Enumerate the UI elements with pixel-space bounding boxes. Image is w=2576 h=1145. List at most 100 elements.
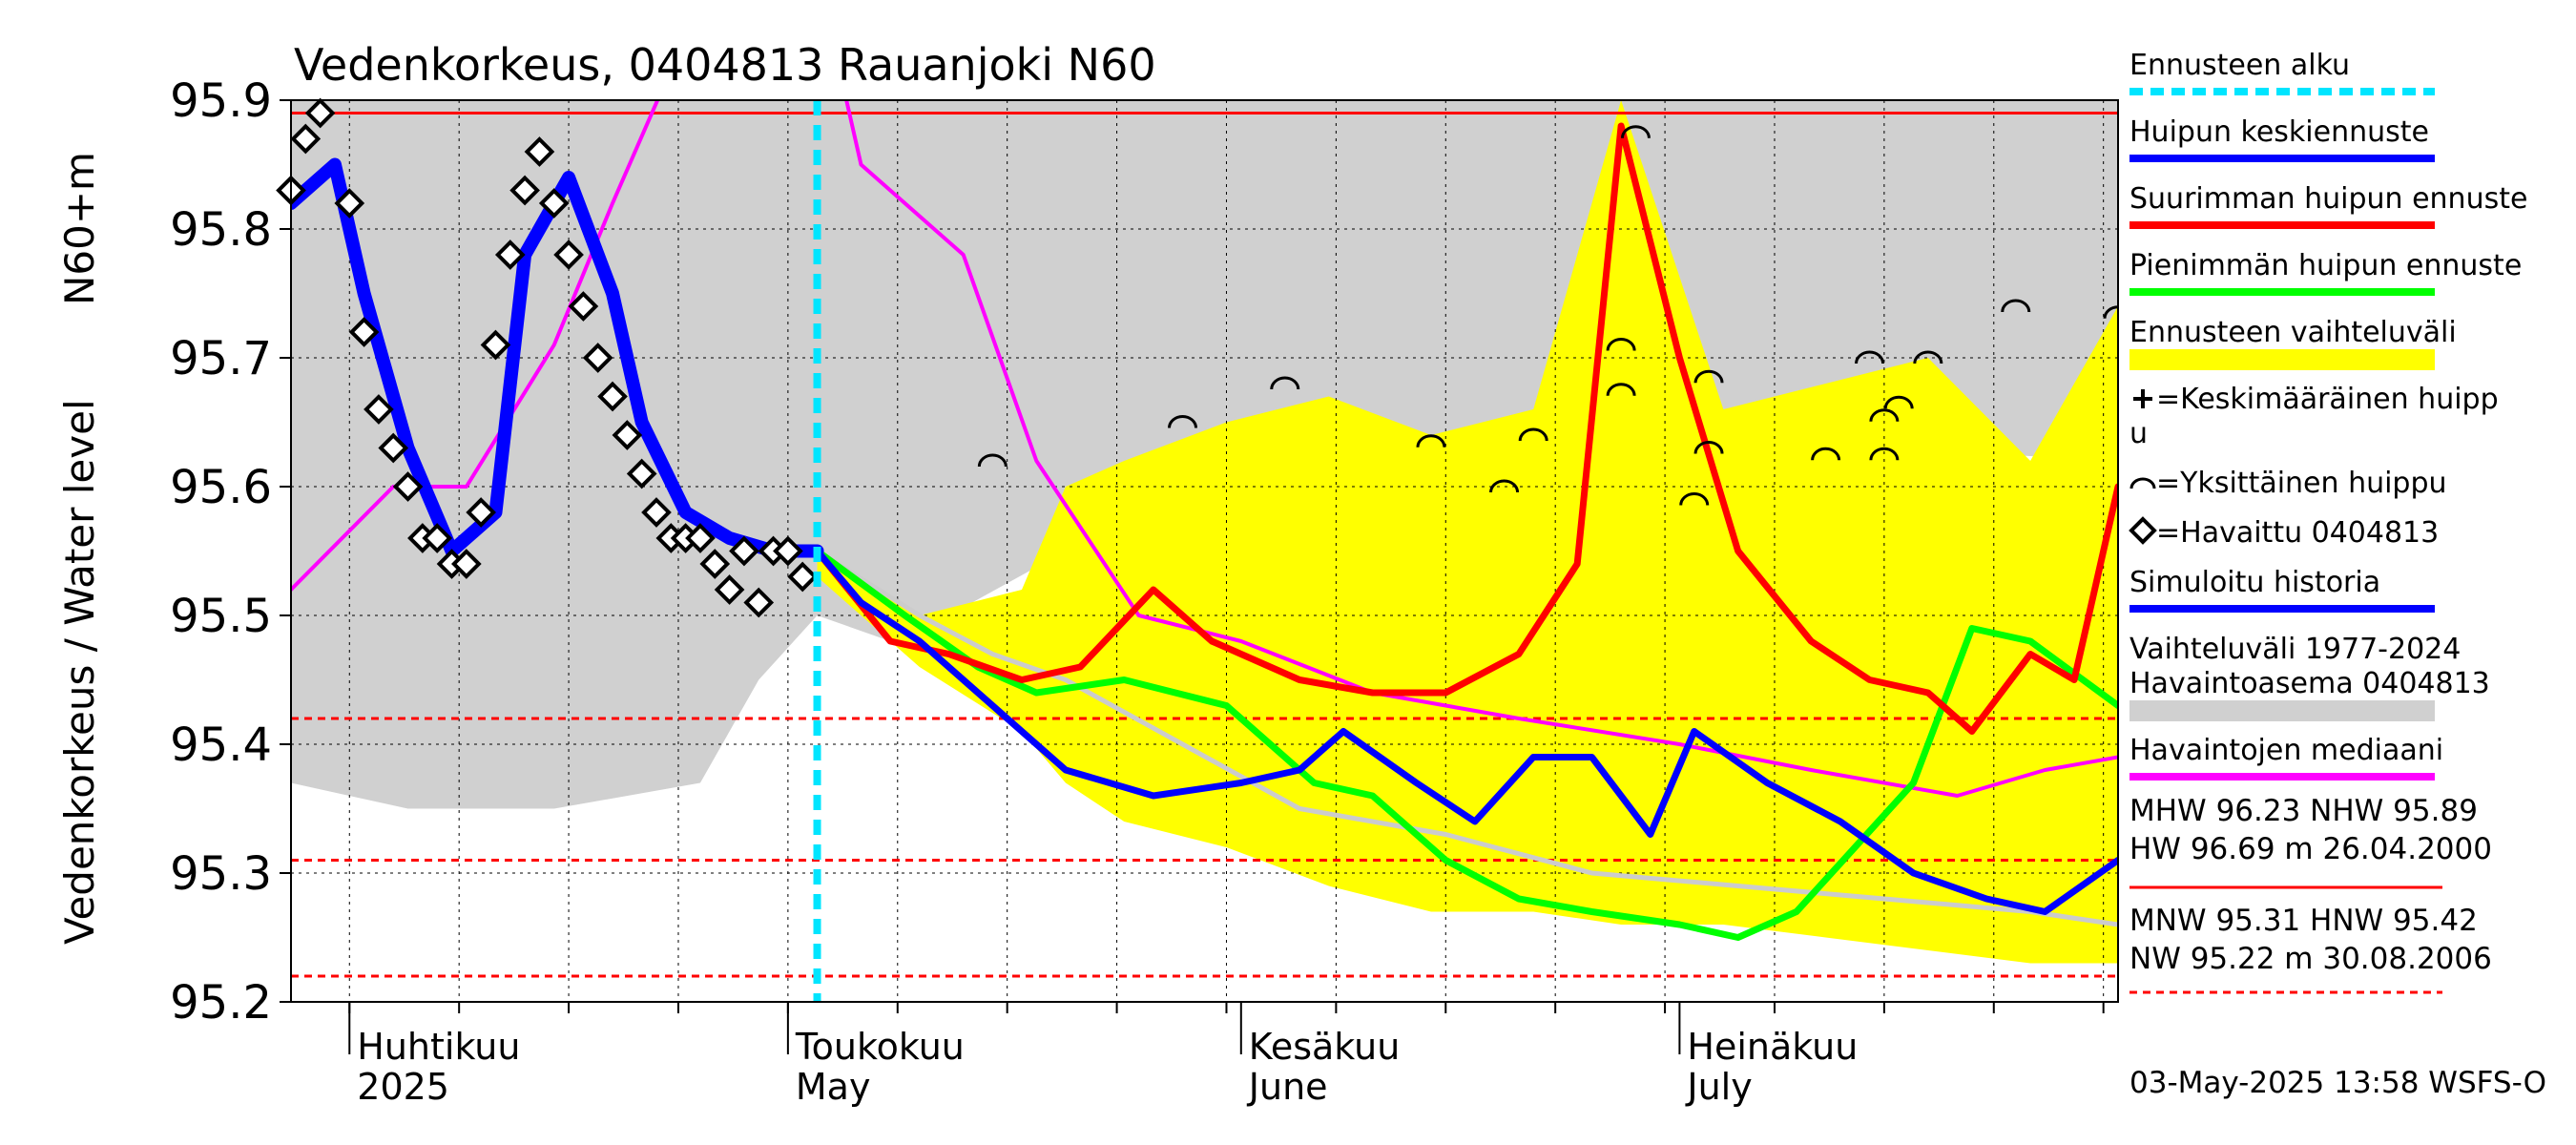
stats-line-1: MHW 96.23 NHW 95.89 — [2129, 794, 2478, 828]
single-peak-marker — [1606, 338, 1636, 351]
x-month-sublabel: July — [1685, 1066, 1752, 1108]
x-month-sublabel: May — [796, 1066, 871, 1108]
single-peak-marker — [1518, 427, 1548, 442]
single-peak-marker — [1883, 395, 1914, 409]
x-month-label: Heinäkuu — [1687, 1026, 1858, 1068]
series-line-2 — [814, 548, 2118, 941]
series-line-1 — [814, 122, 2118, 735]
stats-line-4: NW 95.22 m 30.08.2006 — [2129, 942, 2492, 976]
single-peak-marker — [1606, 383, 1636, 396]
observed-point — [787, 561, 819, 593]
y-tick-label: 95.8 — [170, 203, 272, 257]
x-month-label: Huhtikuu — [357, 1026, 520, 1068]
observed-point — [612, 420, 643, 450]
legend-label: Ennusteen vaihteluväli — [2129, 316, 2457, 349]
observed-point — [466, 497, 496, 528]
observed-point — [773, 535, 803, 567]
x-month-label: Toukokuu — [795, 1026, 965, 1068]
legend-diamond-icon — [2129, 516, 2157, 545]
legend-label: Huipun keskiennuste — [2129, 115, 2429, 149]
series-line-5 — [815, 549, 2118, 927]
x-month-label: Kesäkuu — [1249, 1026, 1401, 1068]
y-tick-label: 95.2 — [170, 976, 272, 1030]
legend-label: Pienimmän huipun ennuste — [2129, 249, 2522, 282]
single-peak-marker — [1168, 415, 1198, 428]
single-peak-marker — [2103, 305, 2118, 319]
legend-label-cont: Havaintoasema 0404813 — [2129, 667, 2490, 700]
stats-line-3: MNW 95.31 HNW 95.42 — [2129, 904, 2478, 938]
observed-point — [568, 291, 599, 322]
observed-point — [743, 587, 775, 618]
y-tick-label: 95.9 — [170, 74, 272, 128]
observed-point — [348, 317, 380, 347]
legend-label: =Keskimääräinen huipp — [2156, 383, 2499, 416]
observed-point — [480, 329, 511, 361]
legend-label: Vaihteluväli 1977-2024 — [2129, 633, 2461, 666]
legend-label: =Havaittu 0404813 — [2156, 516, 2439, 550]
observed-point — [641, 497, 672, 528]
x-month-sublabel: June — [1247, 1066, 1328, 1108]
legend-label: Simuloitu historia — [2129, 566, 2380, 599]
single-peak-marker — [1489, 479, 1520, 493]
forecast-range-area — [817, 100, 2118, 964]
timestamp: 03-May-2025 13:58 WSFS-O — [2129, 1066, 2546, 1100]
observed-point — [364, 394, 394, 425]
single-peak-marker — [2001, 299, 2031, 313]
observed-point — [597, 381, 628, 412]
observed-point — [378, 432, 409, 464]
observed-point — [699, 549, 731, 579]
stats-line-2: HW 96.69 m 26.04.2000 — [2129, 832, 2492, 866]
series-line-3 — [291, 157, 824, 558]
single-peak-marker — [1855, 350, 1885, 364]
observed-point — [290, 123, 322, 155]
legend-label: Ennusteen alku — [2129, 49, 2350, 82]
observed-point — [392, 471, 424, 502]
y-tick-label: 95.3 — [170, 847, 272, 901]
y-tick-label: 95.7 — [170, 332, 272, 385]
legend-swatch-band — [2129, 700, 2435, 721]
legend-swatch-band — [2129, 349, 2435, 370]
single-peak-marker — [1620, 125, 1651, 138]
forecast-range-band — [817, 100, 2118, 964]
observed-point — [685, 523, 716, 553]
observed-point — [494, 239, 526, 270]
observed-point — [626, 458, 657, 489]
y-axis-unit: N60+m — [56, 152, 103, 305]
legend-arc-icon — [2129, 477, 2156, 489]
x-month-sublabel: 2025 — [357, 1066, 449, 1108]
observed-point — [714, 574, 745, 605]
y-tick-label: 95.6 — [170, 461, 272, 514]
series-line-0 — [814, 548, 2118, 915]
single-peak-marker — [1416, 434, 1446, 448]
observed-point — [729, 535, 759, 567]
single-peak-marker — [1913, 350, 1943, 364]
legend-plus-icon — [2133, 389, 2152, 408]
single-peak-marker — [1270, 376, 1300, 390]
y-axis-label: Vedenkorkeus / Water level — [56, 399, 103, 945]
axes: 95.2 95.3 95.4 95.5 95.6 95.7 95.8 95.9 Huhtikuu… — [170, 74, 2105, 1108]
single-peak-marker — [1811, 447, 1841, 461]
observed-points — [276, 97, 819, 618]
series-line-4 — [291, 100, 2118, 798]
series-lines — [291, 100, 2118, 941]
single-peak-marker — [977, 453, 1008, 468]
observed-point — [451, 549, 482, 579]
single-peak-marker — [1869, 447, 1900, 461]
single-peak-marker — [1679, 492, 1710, 506]
plot-frame — [290, 99, 2119, 1003]
observed-point — [304, 97, 336, 129]
single-peak-marker — [1693, 441, 1724, 454]
observed-point — [582, 343, 613, 373]
observed-point — [553, 239, 584, 270]
observed-point — [422, 523, 453, 553]
observed-point — [509, 175, 540, 206]
observed-point — [538, 188, 570, 219]
chart-title: Vedenkorkeus, 0404813 Rauanjoki N60 — [294, 39, 1156, 91]
single-peak-marker — [1869, 408, 1900, 422]
legend: Ennusteen alku Huipun keskiennuste Suurimm… — [2129, 49, 2527, 781]
observed-point — [334, 188, 365, 219]
y-tick-label: 95.4 — [170, 718, 272, 772]
legend-label-cont: u — [2129, 417, 2148, 450]
legend-label: Suurimman huipun ennuste — [2129, 182, 2527, 216]
